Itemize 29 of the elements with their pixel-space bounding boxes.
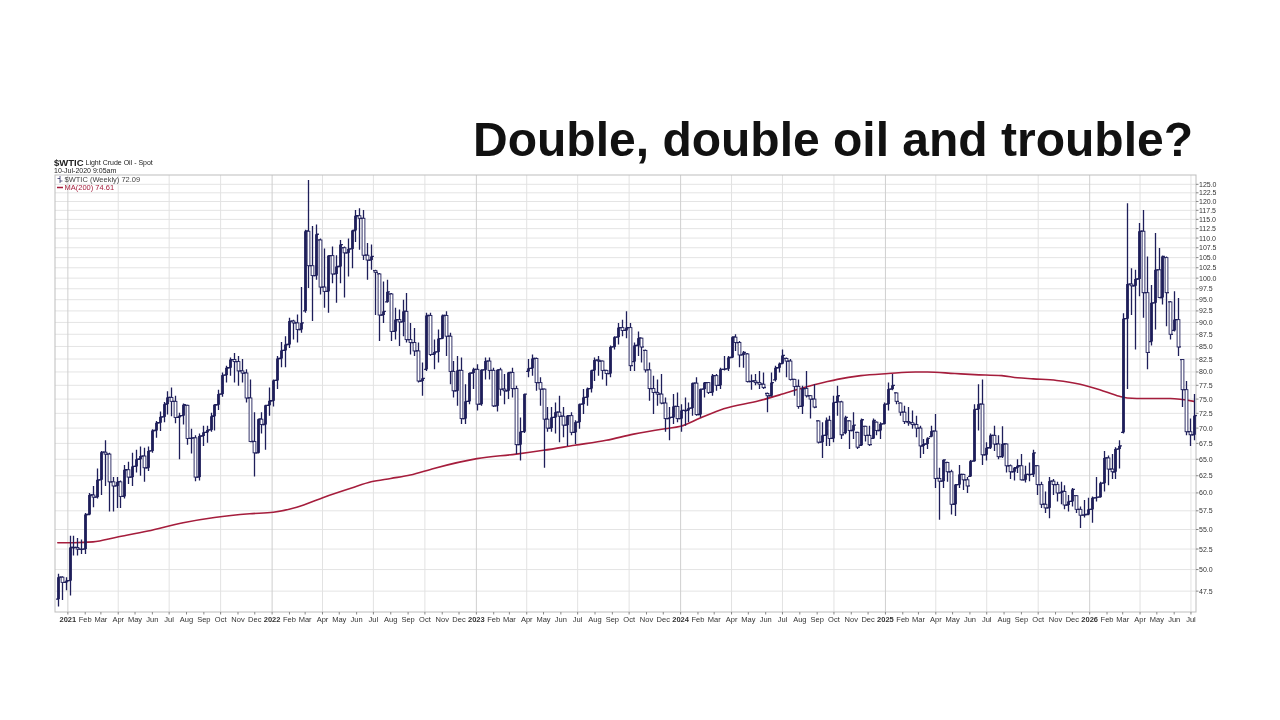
candlestick [60, 575, 65, 601]
candlestick [595, 355, 602, 377]
candlestick [372, 269, 379, 316]
candlestick [752, 373, 759, 386]
candlestick [600, 359, 605, 381]
candlestick [756, 370, 763, 390]
candlestick [103, 439, 108, 487]
candlestick [377, 272, 382, 342]
candlestick [74, 537, 81, 557]
candlestick [475, 363, 480, 412]
candlestick [965, 476, 970, 494]
candlestick [694, 376, 699, 417]
candlestick [1081, 499, 1088, 519]
candlestick [232, 352, 237, 384]
chart-title: Double, double oil and trouble? [473, 113, 1193, 166]
candlestick [1055, 481, 1060, 503]
candlestick [902, 405, 907, 425]
candlestick [236, 355, 241, 387]
candlestick [761, 371, 766, 390]
candlestick [459, 356, 464, 425]
candlestick [961, 473, 966, 491]
candlestick [784, 356, 789, 378]
candlestick [905, 406, 911, 427]
candlestick [142, 447, 147, 483]
candlestick [1019, 453, 1024, 482]
candlestick [980, 378, 985, 466]
candlestick [557, 395, 562, 443]
candlestick [796, 378, 801, 410]
line-series [57, 371, 1195, 544]
